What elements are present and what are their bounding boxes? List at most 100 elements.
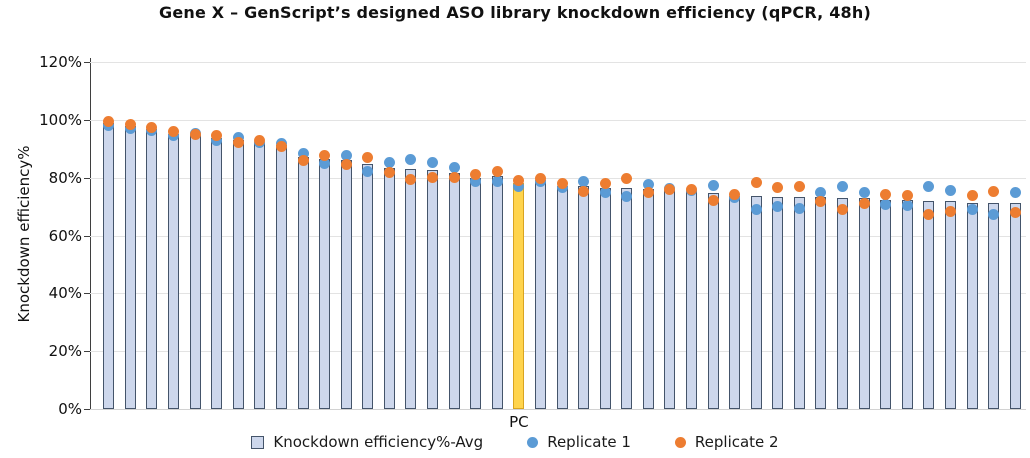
replicate-2-point <box>707 194 719 206</box>
aso-bar <box>340 160 352 409</box>
replicate-2-point <box>966 190 978 202</box>
replicate-2-point <box>901 189 913 201</box>
y-tick-mark <box>84 351 90 353</box>
aso-bar <box>1009 202 1021 409</box>
y-tick-label: 80% <box>48 168 82 187</box>
aso-bar <box>729 196 741 409</box>
aso-bar <box>685 190 697 409</box>
pc-bar <box>513 183 525 409</box>
y-tick-mark <box>84 235 90 237</box>
replicate-2-point <box>750 177 762 189</box>
replicate-1-point <box>599 186 611 198</box>
aso-bar <box>988 203 1000 409</box>
replicate-2-point <box>599 178 611 190</box>
avg-bar-swatch-icon <box>251 435 265 449</box>
replicate-1-point <box>383 157 395 169</box>
replicate-1-dot-icon <box>527 436 539 448</box>
aso-bar <box>168 133 180 409</box>
replicate-2-point <box>189 129 201 141</box>
replicate-2-point <box>103 115 115 127</box>
aso-bar <box>275 145 287 409</box>
replicate-1-point <box>750 203 762 215</box>
aso-bar <box>362 164 374 409</box>
replicate-1-point <box>297 147 309 159</box>
y-tick-label: 0% <box>58 400 82 418</box>
aso-bar <box>599 187 611 409</box>
replicate-1-point <box>578 175 590 187</box>
replicate-1-point <box>427 157 438 169</box>
legend-label-replicate-1: Replicate 1 <box>547 433 631 451</box>
legend-item-replicate-1: Replicate 1 <box>527 433 631 451</box>
plot-area <box>90 62 1026 410</box>
replicate-1-point <box>448 162 460 174</box>
replicate-2-point <box>168 126 180 138</box>
aso-bar <box>966 202 978 409</box>
replicate-2-point <box>578 185 590 197</box>
replicate-1-point <box>793 202 805 214</box>
replicate-2-point <box>772 181 784 193</box>
replicate-2-point <box>664 184 676 196</box>
y-tick-mark <box>84 409 90 410</box>
replicate-2-point <box>211 129 223 141</box>
replicate-2-point <box>124 118 136 130</box>
replicate-2-point <box>815 195 827 207</box>
aso-bar <box>901 200 913 409</box>
replicate-1-point <box>815 187 827 199</box>
replicate-1-point <box>491 175 503 187</box>
legend-item-avg: Knockdown efficiency%-Avg <box>251 433 483 451</box>
x-axis-line <box>90 409 1026 410</box>
aso-bar <box>750 196 762 409</box>
replicate-2-point <box>880 189 892 201</box>
replicate-2-point <box>383 166 395 178</box>
aso-bar <box>491 175 503 409</box>
replicate-1-point <box>923 181 935 193</box>
gridline <box>90 177 1026 179</box>
aso-bar <box>837 197 849 409</box>
replicate-1-point <box>837 180 849 192</box>
replicate-1-point <box>966 203 978 215</box>
aso-bar <box>923 200 935 409</box>
aso-bar <box>534 180 546 409</box>
gridline <box>90 119 1026 121</box>
y-tick-label: 60% <box>48 226 82 245</box>
replicate-1-point <box>405 153 417 165</box>
aso-bar <box>297 156 309 409</box>
aso-bar <box>103 123 115 409</box>
replicate-1-point <box>858 187 870 199</box>
replicate-2-point <box>858 197 870 209</box>
replicate-2-point <box>297 154 309 166</box>
aso-bar <box>772 196 784 409</box>
replicate-2-point <box>319 149 331 161</box>
aso-bar <box>427 169 438 409</box>
replicate-2-point <box>729 188 741 200</box>
replicate-1-point <box>880 199 892 211</box>
replicate-1-point <box>470 175 482 187</box>
replicate-2-point <box>427 171 438 183</box>
gridline <box>90 62 1026 63</box>
replicate-2-point <box>470 168 482 180</box>
replicate-2-point <box>685 184 697 196</box>
replicate-2-point <box>491 165 503 177</box>
replicate-2-point <box>534 173 546 185</box>
replicate-2-point <box>621 173 633 185</box>
aso-bar <box>448 172 460 409</box>
replicate-1-point <box>1009 186 1021 198</box>
replicate-2-point <box>340 159 352 171</box>
y-tick-label: 40% <box>48 284 82 303</box>
replicate-2-point <box>513 175 525 187</box>
replicate-2-point <box>837 203 849 215</box>
aso-bar <box>815 196 827 409</box>
replicate-2-point <box>793 180 805 192</box>
replicate-2-point <box>1009 207 1021 219</box>
aso-bar <box>664 189 676 409</box>
chart-title: Gene X – GenScript’s designed ASO librar… <box>159 3 871 22</box>
aso-bar <box>880 199 892 409</box>
replicate-2-point <box>254 135 266 147</box>
aso-bar <box>944 200 956 409</box>
y-axis-line <box>90 58 91 410</box>
y-tick-label: 120% <box>39 53 82 71</box>
legend-item-replicate-2: Replicate 2 <box>674 433 779 451</box>
replicate-1-point <box>319 157 331 169</box>
replicate-2-point <box>146 122 158 134</box>
replicate-1-point <box>621 190 633 202</box>
